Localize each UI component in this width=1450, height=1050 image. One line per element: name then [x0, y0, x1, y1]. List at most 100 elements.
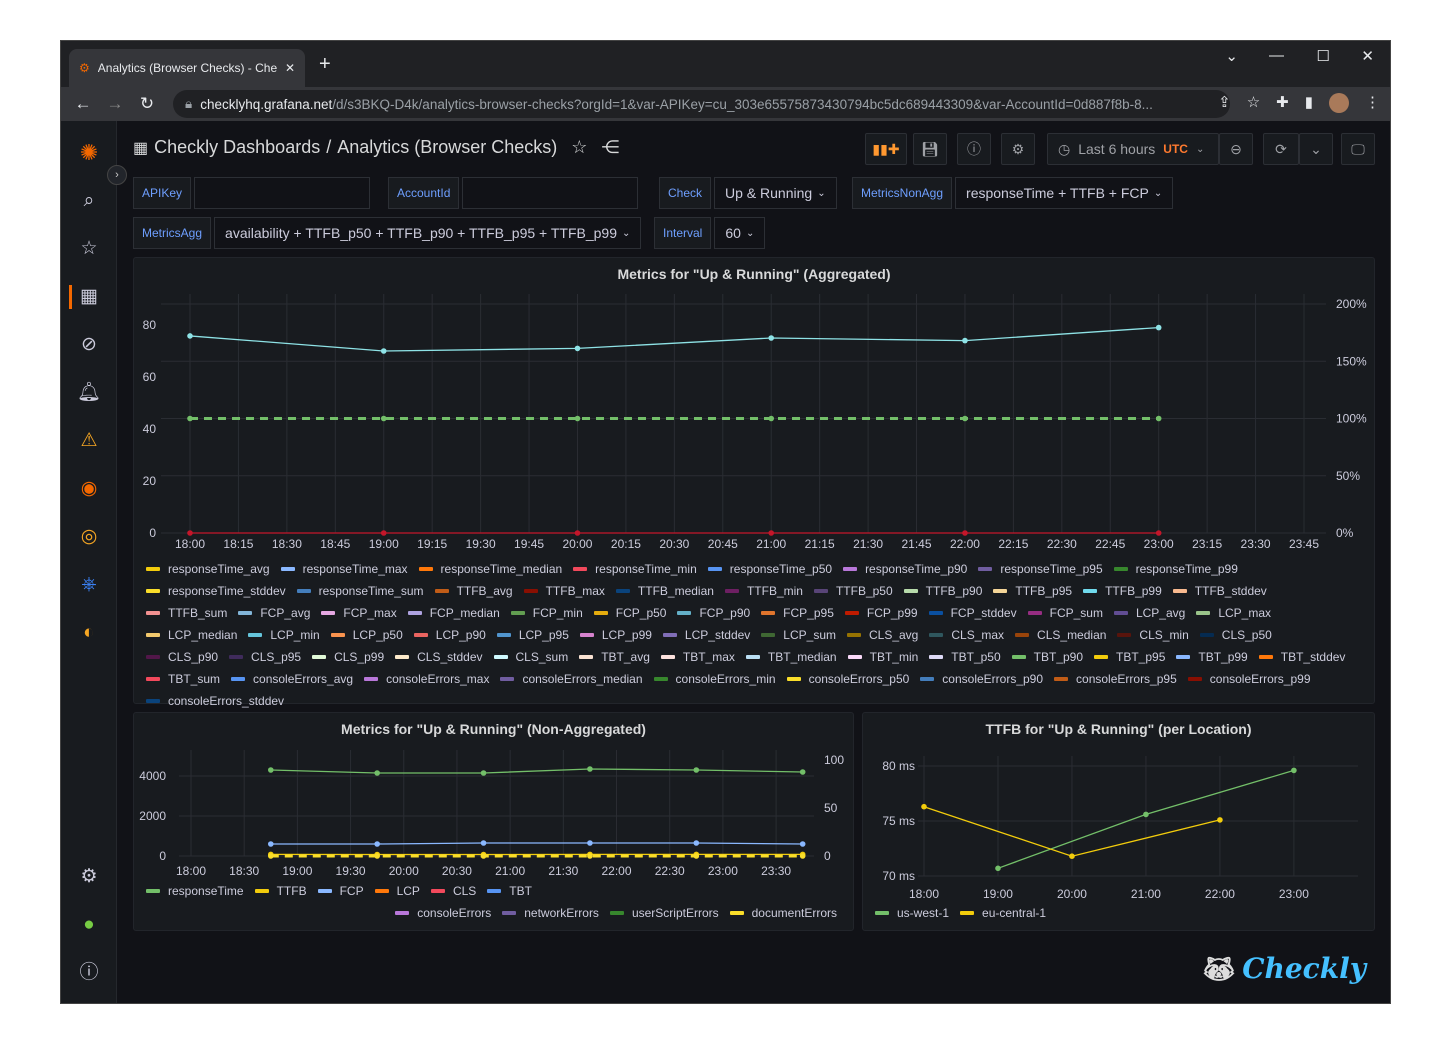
legend-item[interactable]: consoleErrors_avg [231, 671, 353, 687]
starred-icon[interactable]: ☆ [80, 238, 98, 259]
legend-item[interactable]: LCP_min [248, 627, 320, 643]
legend-item[interactable]: CLS_p95 [229, 649, 301, 665]
legend-item[interactable]: CLS [430, 883, 476, 899]
minimize-button[interactable]: — [1269, 47, 1284, 64]
legend-item[interactable]: responseTime_p50 [707, 561, 832, 577]
legend-item[interactable]: TTFB_sum [146, 605, 227, 621]
legend-item[interactable]: responseTime_median [418, 561, 562, 577]
ttfb-location-chart[interactable]: 18:00 19:00 20:00 21:00 22:00 23:00 70 ms 75 ms… [863, 713, 1376, 903]
close-tab-icon[interactable]: ✕ [284, 61, 295, 75]
legend-item[interactable]: FCP_stddev [928, 605, 1017, 621]
legend-item[interactable]: CLS_avg [846, 627, 918, 643]
legend-item[interactable]: TBT_avg [579, 649, 650, 665]
legend-item[interactable]: TTFB_p95 [993, 583, 1072, 599]
non-aggregated-chart[interactable]: 18:00 18:30 19:00 19:30 20:00 20:30 21:00 21:30… [134, 713, 855, 883]
legend-item[interactable]: TTFB_max [523, 583, 605, 599]
legend-item[interactable]: responseTime_p99 [1113, 561, 1238, 577]
legend-item[interactable]: FCP_max [321, 605, 397, 621]
legend-item[interactable]: TBT [487, 883, 532, 899]
save-icon[interactable]: 💾︎ [913, 133, 947, 165]
legend-item[interactable]: CLS_stddev [395, 649, 483, 665]
browser-tab[interactable]: ⚙ Analytics (Browser Checks) - Checkly ✕ [69, 49, 305, 87]
legend-item[interactable]: consoleErrors_p50 [786, 671, 909, 687]
ml-icon[interactable]: ◉ [80, 478, 98, 499]
legend-item[interactable]: CLS_median [1015, 627, 1106, 643]
legend-item[interactable]: CLS_p90 [146, 649, 218, 665]
legend-item[interactable]: LCP_median [146, 627, 237, 643]
back-icon[interactable]: ← [74, 94, 92, 113]
legend-item[interactable]: consoleErrors_stddev [146, 693, 284, 709]
maximize-button[interactable]: ☐ [1316, 48, 1330, 65]
legend-item[interactable]: LCP_p95 [496, 627, 569, 643]
legend-item[interactable]: FCP_min [510, 605, 583, 621]
user-avatar[interactable]: ● [83, 914, 95, 935]
legend-item[interactable]: responseTime_stddev [146, 583, 286, 599]
legend-item[interactable]: documentErrors [729, 905, 837, 921]
interval-select[interactable]: 60 ⌄ [714, 217, 766, 249]
metricsnonagg-select[interactable]: responseTime + TTFB + FCP ⌄ [955, 177, 1174, 209]
legend-item[interactable]: us-west-1 [875, 905, 949, 921]
kubernetes-icon[interactable]: ⎈ [81, 574, 97, 595]
legend-item[interactable]: LCP_stddev [662, 627, 750, 643]
panel-title[interactable]: Metrics for "Up & Running" (Non-Aggregat… [341, 721, 646, 737]
legend-item[interactable]: TTFB [254, 883, 307, 899]
legend-item[interactable]: TBT_max [660, 649, 735, 665]
bookmark-star-icon[interactable]: ☆ [1246, 94, 1261, 111]
legend-item[interactable]: TTFB_median [615, 583, 714, 599]
legend-item[interactable]: LCP_p90 [413, 627, 486, 643]
legend-item[interactable]: CLS_p50 [1199, 627, 1272, 643]
legend-item[interactable]: TTFB_p90 [903, 583, 982, 599]
check-select[interactable]: Up & Running ⌄ [714, 177, 837, 209]
url-input[interactable]: 🔒︎ checklyhq.grafana.net/d/s3BKQ-D4k/ana… [173, 90, 1230, 118]
incident-icon[interactable]: ◎ [80, 526, 98, 547]
star-icon[interactable]: ☆ [571, 137, 588, 157]
new-tab-button[interactable]: + [319, 53, 331, 75]
legend-item[interactable]: consoleErrors_p90 [920, 671, 1043, 687]
legend-item[interactable]: responseTime_p90 [843, 561, 967, 577]
sidepanel-icon[interactable]: ▮ [1304, 94, 1313, 111]
close-window-button[interactable]: ✕ [1361, 48, 1374, 65]
legend-item[interactable]: TBT_median [745, 649, 837, 665]
legend-item[interactable]: TBT_p95 [1094, 649, 1165, 665]
legend-item[interactable]: LCP_sum [761, 627, 836, 643]
legend-item[interactable]: TTFB_p99 [1083, 583, 1162, 599]
legend-item[interactable]: FCP_median [407, 605, 500, 621]
legend-item[interactable]: FCP_avg [238, 605, 310, 621]
legend-item[interactable]: FCP_p95 [761, 605, 834, 621]
panel-title[interactable]: Metrics for "Up & Running" (Aggregated) [617, 266, 891, 282]
legend-item[interactable]: TTFB_min [724, 583, 803, 599]
refresh-interval-chevron[interactable]: ⌄ [1299, 133, 1333, 165]
zoom-out-icon[interactable]: ⊖ [1219, 133, 1253, 165]
menu-icon[interactable]: ⋮ [1365, 94, 1380, 111]
legend-item[interactable]: TTFB_p50 [813, 583, 893, 599]
legend-item[interactable]: TTFB_avg [434, 583, 513, 599]
legend-item[interactable]: TBT_stddev [1258, 649, 1345, 665]
legend-item[interactable]: LCP_p50 [330, 627, 403, 643]
synthetics-icon[interactable]: ◐ [83, 622, 95, 643]
search-icon[interactable]: ⌕ [83, 190, 95, 211]
extensions-icon[interactable]: ✚ [1276, 94, 1289, 111]
legend-item[interactable]: TBT_p99 [1176, 649, 1248, 665]
accountid-input[interactable] [462, 177, 639, 209]
settings-gear-icon[interactable]: ⚙ [80, 866, 98, 887]
legend-item[interactable]: consoleErrors_median [500, 671, 643, 687]
reload-icon[interactable]: ↻ [139, 94, 155, 113]
legend-item[interactable]: consoleErrors_p95 [1054, 671, 1177, 687]
help-icon[interactable]: ⓘ [79, 962, 99, 983]
add-panel-button[interactable]: ▮▮✚ [865, 133, 907, 165]
legend-item[interactable]: responseTime_avg [146, 561, 270, 577]
refresh-icon[interactable]: ⟳ [1263, 133, 1299, 165]
legend-item[interactable]: TTFB_stddev [1172, 583, 1267, 599]
legend-item[interactable]: CLS_max [929, 627, 1004, 643]
forward-icon[interactable]: → [106, 94, 124, 113]
share-dashboard-icon[interactable]: ⋲ [601, 137, 620, 157]
tab-search-icon[interactable]: ⌄ [1225, 48, 1238, 65]
time-picker[interactable]: ◷ Last 6 hours UTC ⌄ [1047, 133, 1219, 165]
legend-item[interactable]: CLS_sum [493, 649, 568, 665]
legend-item[interactable]: LCP_max [1196, 605, 1271, 621]
panel-title[interactable]: TTFB for "Up & Running" (per Location) [985, 721, 1252, 737]
legend-item[interactable]: responseTime_p95 [978, 561, 1103, 577]
legend-item[interactable]: TBT_p90 [1011, 649, 1083, 665]
dashboards-icon[interactable]: ▦ [80, 286, 98, 307]
legend-item[interactable]: userScriptErrors [609, 905, 719, 921]
